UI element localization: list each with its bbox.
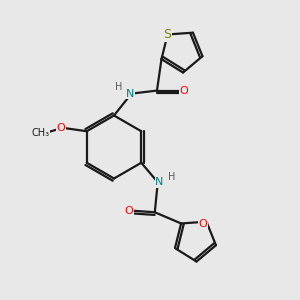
Text: H: H	[168, 172, 175, 182]
Text: S: S	[164, 28, 172, 41]
Text: O: O	[180, 85, 188, 96]
Text: N: N	[126, 88, 134, 99]
Text: CH₃: CH₃	[31, 128, 49, 138]
Text: N: N	[155, 177, 164, 187]
Text: O: O	[124, 206, 133, 216]
Text: H: H	[115, 82, 123, 92]
Text: O: O	[199, 219, 207, 229]
Text: O: O	[57, 123, 66, 133]
